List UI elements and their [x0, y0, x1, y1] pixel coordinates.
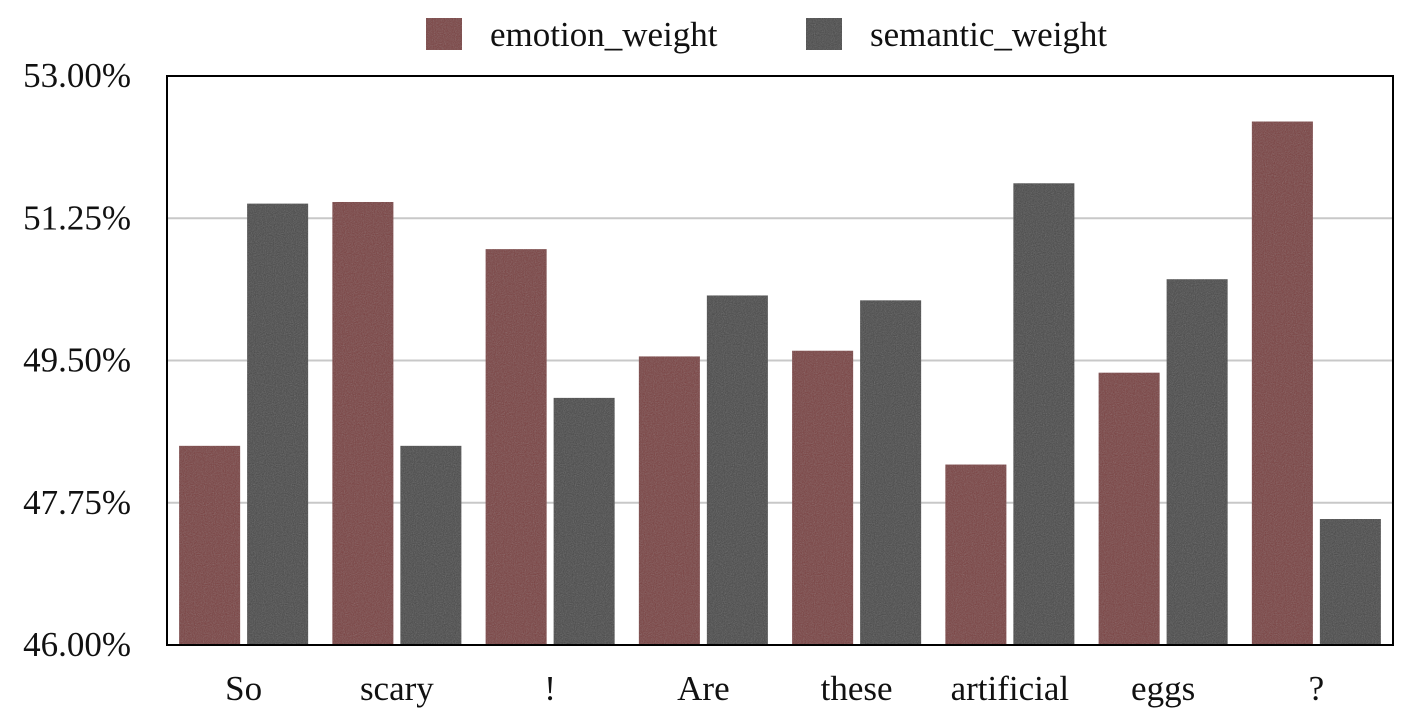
x-tick-label: ? [1309, 669, 1325, 708]
bar-emotion-weight-3 [638, 356, 700, 645]
y-tick-label: 53.00% [23, 56, 131, 95]
bar-semantic-weight-3 [706, 295, 768, 645]
bar-semantic-weight-5 [1013, 183, 1075, 645]
y-tick-label: 49.50% [23, 341, 131, 380]
x-tick-label: ! [544, 669, 556, 708]
x-axis-tick-labels: So scary! Are these artificial eggs? [225, 669, 1324, 708]
x-tick-label: artificial [951, 669, 1070, 708]
y-tick-label: 51.25% [23, 198, 131, 237]
bar-emotion-weight-1 [332, 201, 394, 645]
bar-emotion-weight-2 [485, 249, 547, 646]
bar-semantic-weight-0 [247, 203, 309, 645]
legend-label-emotion-weight: emotion_weight [490, 15, 718, 54]
bar-semantic-weight-2 [553, 397, 615, 645]
x-tick-label: eggs [1131, 669, 1195, 708]
legend-swatch-emotion-weight [426, 18, 462, 50]
bar-emotion-weight-5 [945, 464, 1007, 645]
y-tick-label: 47.75% [23, 483, 131, 522]
plot-area-frame [166, 75, 1394, 646]
bar-emotion-weight-0 [179, 445, 241, 645]
x-tick-label: Are [677, 669, 729, 708]
bar-semantic-weight-7 [1319, 519, 1381, 645]
bar-semantic-weight-6 [1166, 279, 1228, 645]
bars [179, 121, 1381, 646]
legend-label-semantic-weight: semantic_weight [870, 15, 1107, 54]
y-tick-label: 46.00% [23, 625, 131, 664]
legend-swatch-semantic-weight [806, 18, 842, 50]
bar-emotion-weight-7 [1251, 121, 1313, 645]
bar-semantic-weight-4 [860, 300, 922, 645]
bar-emotion-weight-6 [1098, 372, 1160, 645]
bar-semantic-weight-1 [400, 445, 462, 645]
y-axis-tick-labels: 53.00% 51.25% 49.50% 47.75% 46.00% [23, 56, 131, 664]
bar-emotion-weight-4 [792, 350, 854, 645]
legend: emotion_weight semantic_weight [426, 15, 1107, 54]
x-tick-label: scary [360, 669, 434, 708]
x-tick-label: So [225, 669, 262, 708]
x-tick-label: these [821, 669, 893, 708]
